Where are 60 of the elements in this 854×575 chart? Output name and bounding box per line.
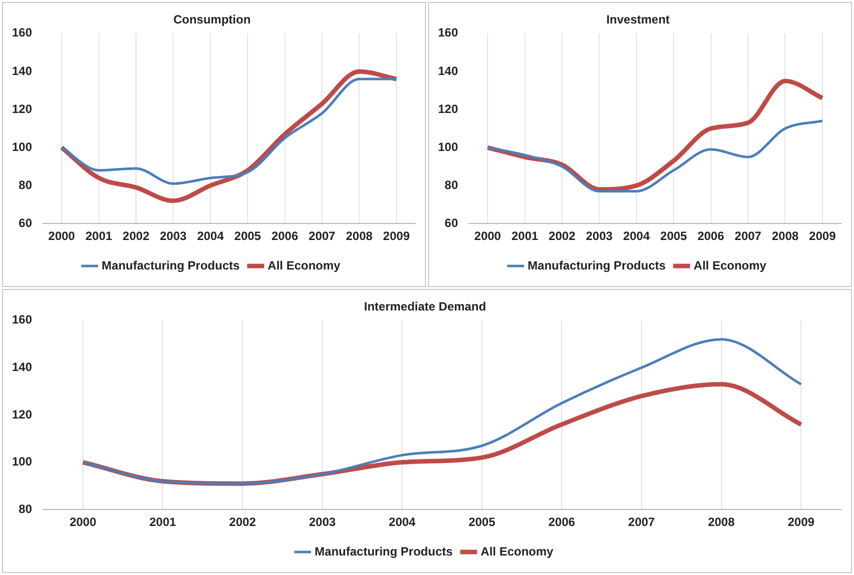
legend-label: Manufacturing Products bbox=[528, 258, 666, 272]
x-tick-label: 2008 bbox=[708, 515, 735, 530]
line-series bbox=[486, 120, 824, 193]
y-tick-label: 120 bbox=[438, 102, 458, 116]
x-tick-label: 2004 bbox=[388, 515, 416, 530]
x-tick-label: 2002 bbox=[548, 229, 576, 244]
x-tick-label: 2004 bbox=[623, 229, 650, 244]
y-tick-label: 80 bbox=[444, 178, 458, 192]
x-tick-label: 2009 bbox=[788, 515, 815, 530]
chart-title: Consumption bbox=[173, 12, 251, 27]
y-tick-label: 120 bbox=[12, 102, 32, 116]
line-series bbox=[82, 338, 802, 485]
line-series bbox=[59, 69, 399, 204]
x-tick-label: 2007 bbox=[308, 229, 336, 244]
x-tick-label: 2007 bbox=[628, 515, 656, 530]
x-tick-label: 2002 bbox=[229, 515, 256, 530]
y-tick-label: 80 bbox=[18, 502, 32, 516]
x-tick-label: 2000 bbox=[474, 229, 502, 244]
x-tick-label: 2008 bbox=[346, 229, 373, 244]
x-tick-label: 2005 bbox=[468, 515, 496, 530]
y-tick-label: 80 bbox=[18, 178, 32, 192]
x-tick-label: 2000 bbox=[48, 229, 76, 244]
y-tick-label: 140 bbox=[12, 360, 32, 374]
x-tick-label: 2004 bbox=[197, 229, 224, 244]
x-tick-label: 2001 bbox=[149, 515, 176, 530]
legend-label: All Economy bbox=[694, 258, 767, 272]
x-tick-label: 2002 bbox=[122, 229, 150, 244]
x-tick-label: 2001 bbox=[85, 229, 112, 244]
y-tick-label: 100 bbox=[12, 454, 32, 469]
y-tick-label: 100 bbox=[438, 140, 458, 154]
x-tick-label: 2006 bbox=[271, 229, 298, 244]
y-tick-label: 160 bbox=[12, 26, 32, 40]
x-tick-label: 2005 bbox=[660, 229, 688, 244]
y-tick-label: 120 bbox=[12, 407, 32, 422]
y-tick-label: 100 bbox=[12, 140, 32, 154]
x-tick-label: 2001 bbox=[511, 229, 538, 244]
y-tick-label: 140 bbox=[12, 64, 32, 78]
y-tick-label: 60 bbox=[444, 216, 458, 230]
x-tick-label: 2007 bbox=[734, 229, 762, 244]
y-tick-label: 160 bbox=[12, 312, 32, 327]
x-tick-label: 2000 bbox=[70, 515, 97, 530]
y-tick-label: 60 bbox=[18, 216, 32, 230]
legend-label: All Economy bbox=[268, 258, 341, 272]
y-tick-label: 160 bbox=[438, 26, 458, 40]
x-tick-label: 2008 bbox=[772, 229, 799, 244]
x-tick-label: 2003 bbox=[308, 515, 336, 530]
legend-label: All Economy bbox=[480, 544, 554, 558]
chart-title: Intermediate Demand bbox=[364, 300, 486, 314]
legend-label: Manufacturing Products bbox=[102, 258, 240, 272]
line-series bbox=[60, 78, 398, 185]
y-tick-label: 140 bbox=[438, 64, 458, 78]
x-tick-label: 2006 bbox=[697, 229, 724, 244]
legend-label: Manufacturing Products bbox=[314, 544, 453, 558]
x-tick-label: 2006 bbox=[548, 515, 576, 530]
chart-title: Investment bbox=[606, 12, 670, 27]
x-tick-label: 2009 bbox=[383, 229, 410, 244]
x-tick-label: 2005 bbox=[234, 229, 262, 244]
x-tick-label: 2003 bbox=[586, 229, 613, 244]
x-tick-label: 2009 bbox=[809, 229, 836, 244]
x-tick-label: 2003 bbox=[160, 229, 187, 244]
